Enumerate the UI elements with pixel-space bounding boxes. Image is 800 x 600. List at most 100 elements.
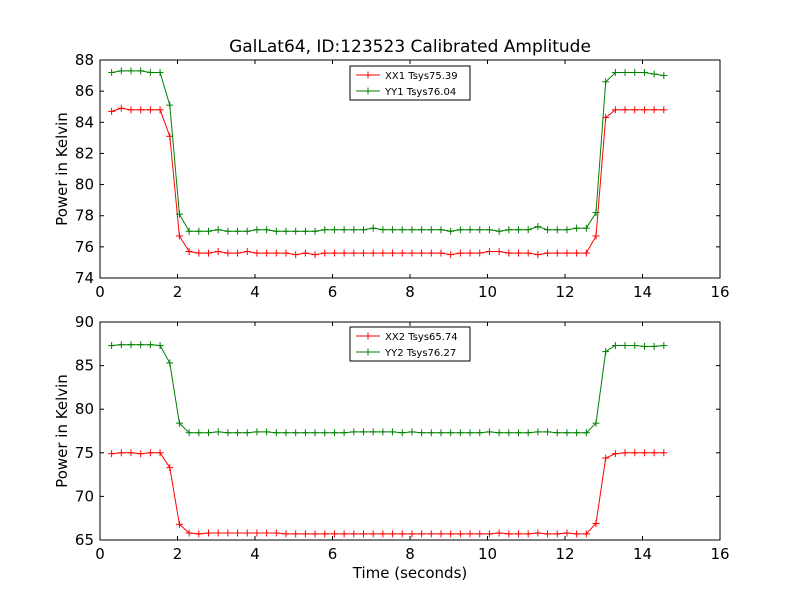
bottom-x-tick-label: 2 — [173, 545, 183, 563]
top-series-2-marker — [631, 68, 639, 76]
top-series-2-marker — [175, 210, 183, 218]
bottom-x-tick-label: 16 — [710, 545, 729, 563]
top-series-1-marker — [117, 104, 125, 112]
bottom-series-1-marker — [214, 529, 222, 537]
top-series-2-marker — [660, 72, 668, 80]
bottom-series-1-marker — [582, 530, 590, 538]
top-series-2-marker — [350, 226, 358, 234]
bottom-series-2-marker — [243, 429, 251, 437]
bottom-series-2-marker — [205, 429, 212, 437]
bottom-y-axis-label: Power in Kelvin — [53, 374, 71, 488]
top-series-1-marker — [369, 249, 377, 257]
top-series-1-marker — [573, 249, 581, 257]
bottom-series-1-marker — [311, 530, 319, 538]
top-series-2-marker — [224, 227, 232, 235]
top-series-2-marker — [602, 78, 610, 86]
top-series-2-marker — [360, 226, 367, 234]
top-series-2-marker — [205, 227, 212, 235]
top-series-2-marker — [447, 227, 455, 235]
top-series-1-marker — [505, 249, 513, 257]
bottom-series-2-marker — [573, 429, 581, 437]
top-x-tick-label: 0 — [95, 283, 105, 301]
top-series-2-marker — [553, 226, 561, 234]
top-series-2-marker — [117, 67, 125, 75]
bottom-series-1-marker — [534, 529, 542, 537]
bottom-series-1-marker — [456, 530, 464, 538]
top-series-2-marker — [340, 226, 348, 234]
top-series-2-marker — [437, 226, 445, 234]
bottom-series-2-marker — [379, 428, 387, 436]
top-series-2-marker — [234, 227, 242, 235]
top-series-1-marker — [660, 106, 668, 114]
bottom-series-2-marker — [282, 429, 290, 437]
bottom-series-2-marker — [437, 429, 445, 437]
bottom-series-2-marker — [650, 342, 658, 350]
top-x-tick-label: 8 — [405, 283, 415, 301]
bottom-series-1-marker — [553, 530, 561, 538]
top-series-1-marker — [544, 249, 552, 257]
top-series-1-marker — [321, 249, 329, 257]
top-series-1-marker — [563, 249, 571, 257]
top-series-1-marker — [127, 106, 135, 114]
bottom-y-tick-label: 90 — [75, 313, 94, 331]
top-series-2-marker — [146, 68, 154, 76]
bottom-series-2-marker — [214, 428, 222, 436]
bottom-x-tick-label: 14 — [633, 545, 652, 563]
top-x-tick-label: 4 — [250, 283, 260, 301]
top-y-tick-label: 80 — [75, 176, 94, 194]
top-legend-label-2: YY1 Tsys76.04 — [384, 87, 456, 98]
legend-box — [349, 326, 471, 362]
top-series-2-marker — [495, 227, 503, 235]
top-series-1-marker — [175, 232, 183, 240]
top-y-tick-label: 88 — [75, 51, 94, 69]
bottom-series-1-marker — [253, 529, 261, 537]
bottom-series-1-marker — [137, 450, 145, 458]
top-series-2-marker — [573, 224, 581, 232]
bottom-series-line-2 — [111, 344, 664, 434]
bottom-series-1-marker — [301, 530, 309, 538]
bottom-series-2-marker — [427, 429, 435, 437]
bottom-series-1-marker — [563, 529, 571, 537]
top-series-2-marker — [127, 67, 135, 75]
bottom-series-1-marker — [621, 449, 629, 457]
top-series-2-marker — [408, 226, 416, 234]
top-series-1-marker — [621, 106, 629, 114]
bottom-legend-entry-1: XX2 Tsys65.74 — [356, 332, 458, 343]
top-x-tick-label: 12 — [555, 283, 574, 301]
bottom-series-1-marker — [360, 530, 367, 538]
bottom-series-2-marker — [505, 429, 513, 437]
top-series-2-marker — [582, 224, 590, 232]
bottom-series-2-marker — [553, 429, 561, 437]
bottom-series-1-marker — [379, 530, 387, 538]
bottom-x-axis-label: Time (seconds) — [352, 564, 468, 582]
bottom-series-1-marker — [602, 454, 610, 462]
top-series-1-marker — [253, 249, 261, 257]
bottom-series-1-marker — [156, 449, 164, 457]
top-series-1-marker — [292, 251, 300, 259]
top-series-2-marker — [485, 226, 493, 234]
top-series-line-1 — [111, 107, 664, 256]
bottom-series-2-marker — [185, 429, 193, 437]
top-series-2-marker — [369, 224, 377, 232]
bottom-series-1-marker — [447, 530, 455, 538]
bottom-series-2-marker — [195, 429, 203, 437]
top-series-2-marker — [311, 227, 319, 235]
top-series-1-marker — [534, 251, 542, 259]
top-series-1-marker — [582, 249, 590, 257]
top-series-1-marker — [408, 249, 416, 257]
top-series-2-marker — [650, 70, 658, 78]
top-series-2-marker — [389, 226, 397, 234]
bottom-series-1-marker — [321, 530, 329, 538]
bottom-series-2-marker — [234, 429, 242, 437]
top-series-1-marker — [146, 106, 154, 114]
top-series-2-marker — [330, 226, 338, 234]
bottom-series-2-marker — [456, 429, 464, 437]
bottom-series-1-marker — [263, 529, 271, 537]
bottom-series-2-marker — [166, 359, 174, 367]
top-series-1-marker — [311, 251, 319, 259]
bottom-series-2-marker — [544, 428, 552, 436]
bottom-series-2-marker — [137, 341, 145, 349]
top-series-2-marker — [301, 227, 309, 235]
bottom-x-tick-label: 10 — [478, 545, 497, 563]
top-series-2-marker — [466, 226, 474, 234]
